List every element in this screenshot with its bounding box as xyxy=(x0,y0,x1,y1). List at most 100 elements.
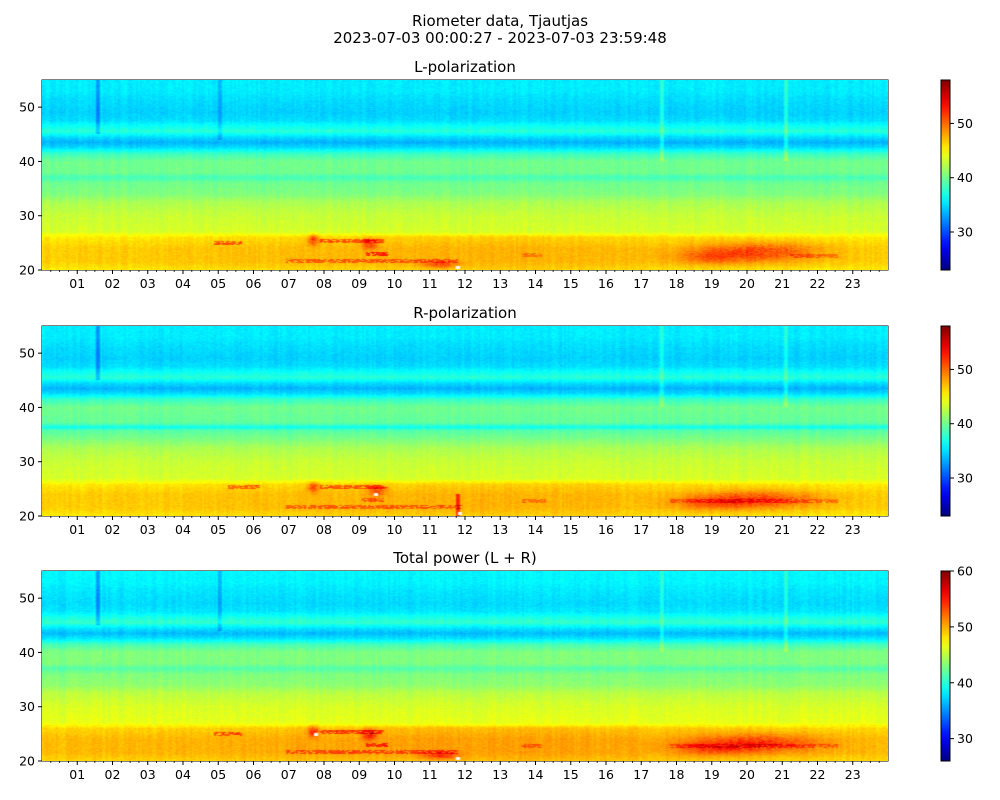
x-tick-label: 23 xyxy=(845,522,861,537)
heatmap-image xyxy=(42,326,888,516)
x-tick-label: 16 xyxy=(598,276,614,291)
x-tick-label: 13 xyxy=(492,276,508,291)
y-tick-label: 50 xyxy=(19,591,35,606)
colorbar-tick-label: 60 xyxy=(957,564,973,579)
colorbar-tick-label: 50 xyxy=(957,362,973,377)
x-tick-label: 02 xyxy=(105,767,121,782)
x-tick-label: 12 xyxy=(457,767,473,782)
x-tick-label: 07 xyxy=(281,767,297,782)
x-tick-label: 10 xyxy=(387,276,403,291)
x-tick-label: 16 xyxy=(598,522,614,537)
x-tick-label: 09 xyxy=(351,767,367,782)
x-tick-label: 01 xyxy=(69,522,85,537)
x-tick-label: 03 xyxy=(140,767,156,782)
colorbar xyxy=(940,79,951,271)
x-tick-label: 17 xyxy=(633,522,649,537)
x-tick-label: 19 xyxy=(704,276,720,291)
panel-2: R-polarization 20 30 40 50 01 02 03 04 05 06 07 08 09… xyxy=(19,304,889,537)
x-tick-label: 02 xyxy=(105,522,121,537)
colorbar-tick-label: 40 xyxy=(957,675,973,690)
y-tick-label: 20 xyxy=(19,509,35,524)
x-tick-label: 08 xyxy=(316,767,332,782)
x-tick-label: 13 xyxy=(492,522,508,537)
figure-title-line-2: 2023-07-03 00:00:27 - 2023-07-03 23:59:4… xyxy=(333,29,667,47)
colorbar-tick-label: 50 xyxy=(957,619,973,634)
x-tick-label: 10 xyxy=(387,522,403,537)
x-tick-label: 05 xyxy=(210,522,226,537)
x-tick-label: 21 xyxy=(774,276,790,291)
y-tick-label: 40 xyxy=(19,645,35,660)
panel-title: R-polarization xyxy=(413,304,516,322)
x-tick-label: 19 xyxy=(704,767,720,782)
panel-3: Total power (L + R) 20 30 40 50 01 02 03 04 05 06 0… xyxy=(19,549,889,782)
x-tick-label: 14 xyxy=(528,522,544,537)
colorbar-tick-label: 50 xyxy=(957,116,973,131)
x-tick-label: 17 xyxy=(633,767,649,782)
x-tick-label: 15 xyxy=(563,767,579,782)
x-tick-label: 08 xyxy=(316,276,332,291)
colorbar-tick-label: 30 xyxy=(957,471,973,486)
x-tick-label: 13 xyxy=(492,767,508,782)
x-tick-label: 19 xyxy=(704,522,720,537)
colorbar-tick-label: 40 xyxy=(957,170,973,185)
x-tick-label: 04 xyxy=(175,276,191,291)
x-tick-label: 05 xyxy=(210,276,226,291)
x-tick-label: 23 xyxy=(845,767,861,782)
y-tick-label: 20 xyxy=(19,263,35,278)
x-tick-label: 04 xyxy=(175,767,191,782)
x-tick-label: 11 xyxy=(422,767,438,782)
x-tick-label: 07 xyxy=(281,522,297,537)
colorbar xyxy=(940,570,951,762)
y-tick-label: 50 xyxy=(19,346,35,361)
x-tick-label: 21 xyxy=(774,522,790,537)
figure-title: Riometer data, Tjautjas 2023-07-03 00:00… xyxy=(0,13,1000,47)
x-tick-label: 05 xyxy=(210,767,226,782)
x-tick-label: 10 xyxy=(387,767,403,782)
x-tick-label: 06 xyxy=(246,767,262,782)
panel-title: Total power (L + R) xyxy=(392,549,537,567)
panel-title: L-polarization xyxy=(414,58,516,76)
y-tick-label: 50 xyxy=(19,100,35,115)
x-tick-label: 02 xyxy=(105,276,121,291)
x-tick-label: 18 xyxy=(669,276,685,291)
x-tick-label: 17 xyxy=(633,276,649,291)
y-tick-label: 20 xyxy=(19,754,35,769)
x-tick-label: 03 xyxy=(140,522,156,537)
x-tick-label: 14 xyxy=(528,767,544,782)
x-tick-label: 20 xyxy=(739,522,755,537)
heatmap-image xyxy=(42,80,888,270)
colorbar-tick-label: 40 xyxy=(957,416,973,431)
x-tick-label: 16 xyxy=(598,767,614,782)
x-tick-label: 09 xyxy=(351,276,367,291)
x-tick-label: 09 xyxy=(351,522,367,537)
x-tick-label: 18 xyxy=(669,767,685,782)
x-tick-label: 03 xyxy=(140,276,156,291)
x-tick-label: 22 xyxy=(810,276,826,291)
x-tick-label: 14 xyxy=(528,276,544,291)
figure-title-line-1: Riometer data, Tjautjas xyxy=(411,12,589,30)
x-tick-label: 01 xyxy=(69,276,85,291)
x-tick-label: 12 xyxy=(457,522,473,537)
x-tick-label: 06 xyxy=(246,276,262,291)
x-tick-label: 20 xyxy=(739,767,755,782)
x-tick-label: 20 xyxy=(739,276,755,291)
x-tick-label: 23 xyxy=(845,276,861,291)
colorbar-tick-label: 30 xyxy=(957,731,973,746)
x-tick-label: 11 xyxy=(422,522,438,537)
x-tick-label: 15 xyxy=(563,522,579,537)
x-tick-label: 18 xyxy=(669,522,685,537)
colorbar-tick-label: 30 xyxy=(957,225,973,240)
x-tick-label: 06 xyxy=(246,522,262,537)
y-tick-label: 40 xyxy=(19,400,35,415)
x-tick-label: 11 xyxy=(422,276,438,291)
heatmap-image xyxy=(42,571,888,761)
y-tick-label: 30 xyxy=(19,699,35,714)
x-tick-label: 22 xyxy=(810,522,826,537)
x-tick-label: 08 xyxy=(316,522,332,537)
x-tick-label: 07 xyxy=(281,276,297,291)
x-tick-label: 21 xyxy=(774,767,790,782)
colorbar xyxy=(940,325,951,517)
x-tick-label: 15 xyxy=(563,276,579,291)
y-tick-label: 30 xyxy=(19,208,35,223)
